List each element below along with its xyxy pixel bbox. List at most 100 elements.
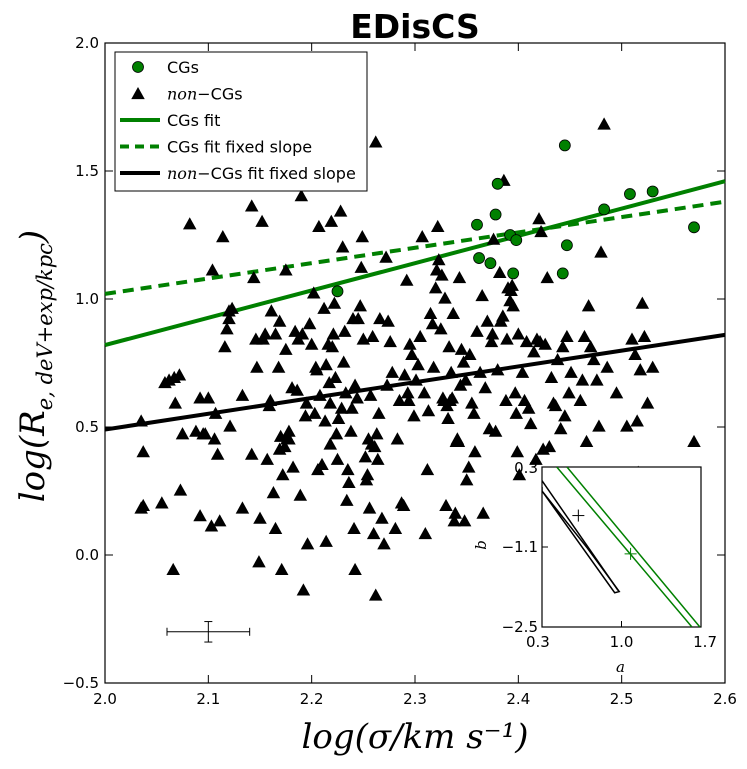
y-tick-label: −0.5 [63, 674, 99, 692]
cgs-points [331, 139, 700, 298]
noncgs-point [560, 329, 574, 343]
noncgs-point [172, 368, 187, 381]
noncgs-point [407, 409, 421, 422]
noncgs-point [339, 386, 353, 399]
noncgs-point [365, 329, 380, 343]
noncgs-point [442, 340, 456, 353]
noncgs-point [415, 230, 429, 243]
x-tick-label: 2.0 [93, 690, 117, 708]
noncgs-point [577, 329, 592, 343]
noncgs-point [573, 393, 588, 407]
noncgs-point [327, 296, 342, 309]
inset-y-label: b [472, 540, 490, 550]
inset-y-tick-label: −1.1 [502, 538, 538, 556]
noncgs-point [336, 355, 351, 368]
legend-label-prefix: non− [167, 85, 211, 104]
noncgs-point [225, 301, 239, 314]
noncgs-point [204, 519, 219, 532]
fit-line [104, 179, 726, 348]
noncgs-point [362, 501, 377, 514]
y-axis-label-sub: e, deV+exp/kpc [33, 243, 57, 410]
legend-entry: non−CGs fit fixed slope [120, 164, 356, 183]
chart-title: EDisCS [350, 7, 480, 46]
noncgs-point [286, 460, 300, 473]
legend-entry: CGs [132, 58, 199, 77]
noncgs-point [446, 306, 460, 320]
noncgs-point [360, 468, 375, 481]
noncgs-point [423, 306, 438, 320]
noncgs-point [348, 562, 362, 576]
noncgs-point [335, 240, 350, 253]
noncgs-point [521, 401, 536, 414]
y-axis-label-main: log(R [13, 410, 53, 502]
noncgs-point [304, 337, 319, 350]
noncgs-point [350, 391, 364, 404]
cgs-point [646, 185, 659, 198]
noncgs-point [235, 388, 250, 401]
noncgs-point [264, 304, 279, 317]
inset-noncgs-contour [542, 487, 621, 594]
cgs-point [473, 252, 485, 264]
legend-entry: CGs fit [120, 111, 220, 130]
noncgs-point [438, 291, 452, 304]
noncgs-point [250, 360, 264, 373]
noncgs-point [263, 393, 278, 407]
x-tick-label: 2.5 [610, 690, 634, 708]
legend-marker-circle [132, 61, 144, 73]
x-tick-label: 2.6 [713, 690, 737, 708]
noncgs-point [324, 214, 339, 227]
legend-entry: non−CGs [131, 85, 243, 104]
noncgs-point [505, 278, 519, 291]
noncgs-point [294, 189, 309, 202]
inset-x-label: a [616, 658, 625, 676]
noncgs-point [558, 409, 572, 422]
x-tick-label: 2.2 [300, 690, 324, 708]
noncgs-point [341, 463, 355, 476]
fit-line [104, 199, 726, 296]
noncgs-point [439, 498, 453, 512]
noncgs-point [279, 263, 293, 276]
noncgs-point [499, 393, 513, 407]
noncgs-point [485, 327, 500, 340]
inset-noncgs-contour [542, 480, 619, 591]
noncgs-point [275, 468, 290, 481]
noncgs-point [293, 488, 308, 501]
legend-label-text: CGs fit [167, 111, 220, 130]
noncgs-point [597, 117, 611, 130]
noncgs-point [326, 327, 341, 340]
noncgs-point [459, 473, 474, 486]
x-axis-label: log(σ/km s⁻¹) [302, 717, 529, 757]
inset-contours [542, 467, 701, 627]
noncgs-point [548, 399, 563, 412]
noncgs-point [255, 214, 269, 227]
cgs-point [331, 285, 344, 298]
noncgs-point [208, 406, 223, 419]
noncgs-point [318, 414, 332, 427]
noncgs-point [296, 583, 311, 596]
noncgs-point [216, 230, 230, 243]
y-tick-label: 0.5 [75, 418, 99, 436]
cgs-point [484, 257, 497, 270]
legend-label: non−CGs fit fixed slope [167, 164, 356, 183]
noncgs-point [222, 311, 236, 325]
noncgs-point [282, 424, 296, 437]
noncgs-point [473, 365, 487, 378]
noncgs-point [687, 434, 701, 448]
noncgs-point [402, 393, 416, 407]
noncgs-point [367, 439, 382, 453]
x-tick-label: 2.3 [403, 690, 427, 708]
y-tick-label: 1.5 [75, 162, 99, 180]
noncgs-point [136, 498, 150, 512]
noncgs-point [244, 199, 259, 212]
noncgs-point [519, 335, 534, 348]
noncgs-points [134, 117, 701, 601]
noncgs-point [300, 537, 315, 550]
noncgs-point [247, 271, 261, 284]
noncgs-point [295, 327, 310, 340]
noncgs-point [426, 360, 441, 373]
noncgs-point [189, 424, 203, 437]
noncgs-point [463, 347, 477, 360]
noncgs-point [417, 386, 432, 399]
noncgs-point [397, 368, 412, 381]
